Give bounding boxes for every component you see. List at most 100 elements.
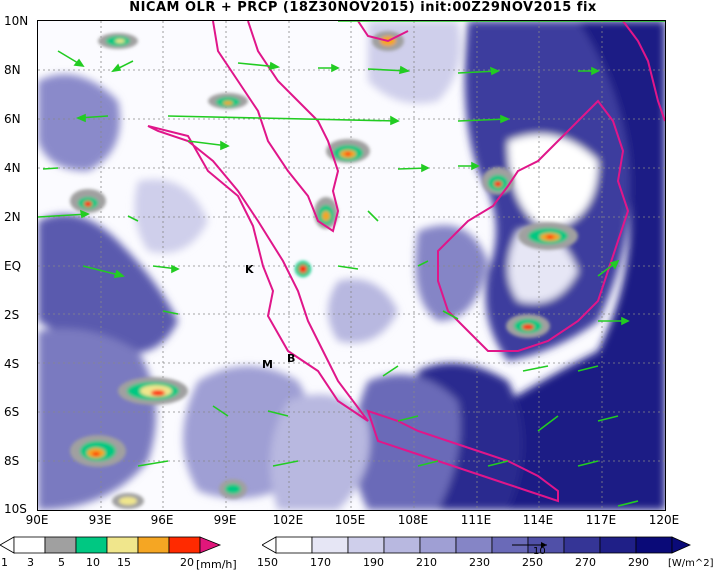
- lon-label-120e: 120E: [648, 513, 680, 527]
- lat-label-10s: 10S: [4, 502, 27, 516]
- wind-arrow: [458, 161, 480, 171]
- precip-colorbar: [0, 536, 222, 554]
- wind-arrow: [237, 61, 281, 71]
- wind-arrow: [318, 63, 340, 73]
- wind-arrow: [597, 415, 619, 422]
- olr-label-230: 230: [469, 556, 490, 569]
- precip-cell: [506, 314, 550, 338]
- precip-cell: [482, 167, 514, 195]
- coastlines: [147, 21, 665, 503]
- precip-unit: [mm/h]: [196, 558, 237, 571]
- wind-arrow: [417, 260, 429, 267]
- wind-arrow: [417, 460, 439, 467]
- wind-arrow: [457, 114, 511, 124]
- lat-label-10n: 10N: [4, 14, 29, 28]
- wind-arrow: [367, 210, 379, 222]
- vector-reference-label: 10: [533, 546, 546, 557]
- wind-arrow: [162, 310, 179, 315]
- wind-arrow: [42, 167, 59, 170]
- olr-label-210: 210: [416, 556, 437, 569]
- map-panel: [37, 20, 666, 511]
- wind-arrow: [617, 500, 639, 507]
- station-k-label: K: [245, 263, 254, 276]
- lon-label-108e: 108E: [397, 513, 429, 527]
- lon-label-105e: 105E: [334, 513, 366, 527]
- wind-arrow: [397, 415, 419, 422]
- lon-label-114e: 114E: [522, 513, 554, 527]
- wind-arrow: [82, 265, 125, 278]
- lon-label-96e: 96E: [150, 513, 174, 527]
- lat-label-2n: 2N: [4, 210, 21, 224]
- precip-cell: [208, 93, 248, 109]
- lon-label-99e: 99E: [213, 513, 237, 527]
- lat-label-4s: 4S: [4, 357, 20, 371]
- precip-cell: [219, 479, 247, 499]
- wind-arrow: [522, 365, 549, 372]
- wind-arrow: [152, 264, 180, 274]
- lat-label-6s: 6S: [4, 405, 20, 419]
- malay-peninsula-coast: [212, 21, 340, 233]
- precip-cell: [70, 435, 126, 467]
- lon-label-102e: 102E: [272, 513, 304, 527]
- wind-arrow: [137, 460, 169, 467]
- wind-arrow: [382, 365, 399, 377]
- precip-cell: [295, 261, 311, 277]
- natuna-coast: [357, 21, 409, 43]
- map-canvas: [38, 21, 665, 510]
- precip-label-15: 15: [117, 556, 131, 569]
- lon-label-93e: 93E: [88, 513, 112, 527]
- sulawesi-coast: [622, 21, 665, 122]
- lat-label-2s: 2S: [4, 308, 20, 322]
- olr-unit: [W/m^2]: [668, 558, 714, 569]
- lat-label-eq: EQ: [4, 259, 22, 273]
- olr-label-290: 290: [628, 556, 649, 569]
- lat-label-8n: 8N: [4, 63, 21, 77]
- precip-label-5: 5: [58, 556, 65, 569]
- wind-arrow: [167, 115, 400, 126]
- lat-label-8s: 8S: [4, 454, 20, 468]
- wind-arrow: [487, 460, 509, 467]
- olr-label-190: 190: [363, 556, 384, 569]
- station-m-label: M: [262, 358, 273, 371]
- lon-label-117e: 117E: [585, 513, 617, 527]
- wind-arrow: [577, 365, 599, 372]
- olr-label-250: 250: [522, 556, 543, 569]
- wind-arrow: [187, 140, 230, 151]
- precip-field: [70, 31, 578, 509]
- precip-cell: [518, 222, 578, 250]
- precip-label-10: 10: [86, 556, 100, 569]
- precip-cell: [118, 377, 188, 405]
- station-b-label: B: [287, 352, 296, 365]
- wind-arrow: [38, 209, 90, 219]
- lat-label-6n: 6N: [4, 112, 21, 126]
- olr-label-170: 170: [310, 556, 331, 569]
- precip-label-20: 20: [180, 556, 194, 569]
- wind-arrow: [367, 65, 411, 75]
- wind-arrow: [537, 415, 559, 432]
- wind-arrow: [397, 163, 430, 173]
- wind-arrow: [57, 50, 85, 68]
- borneo-coast: [437, 99, 630, 352]
- wind-vectors: [38, 21, 665, 507]
- precip-cell: [326, 139, 370, 163]
- lon-label-90e: 90E: [25, 513, 49, 527]
- precip-label-3: 3: [27, 556, 34, 569]
- wind-arrow: [272, 460, 299, 467]
- wind-arrow: [442, 310, 459, 320]
- java-coast: [366, 409, 559, 503]
- lon-label-111e: 111E: [460, 513, 492, 527]
- wind-arrow: [578, 66, 600, 76]
- precip-label-1: 1: [1, 556, 8, 569]
- sumatra-coast: [147, 125, 369, 422]
- wind-arrow: [577, 460, 599, 467]
- olr-field: [38, 21, 665, 510]
- wind-arrow: [457, 66, 500, 76]
- map-title: NICAM OLR + PRCP (18Z30NOV2015) init:00Z…: [129, 0, 597, 15]
- precip-cell: [112, 493, 144, 509]
- wind-arrow: [597, 259, 620, 277]
- olr-colorbar: [262, 536, 691, 554]
- olr-label-270: 270: [575, 556, 596, 569]
- lat-label-4n: 4N: [4, 161, 21, 175]
- wind-arrow: [598, 316, 630, 326]
- precip-cell: [70, 189, 106, 213]
